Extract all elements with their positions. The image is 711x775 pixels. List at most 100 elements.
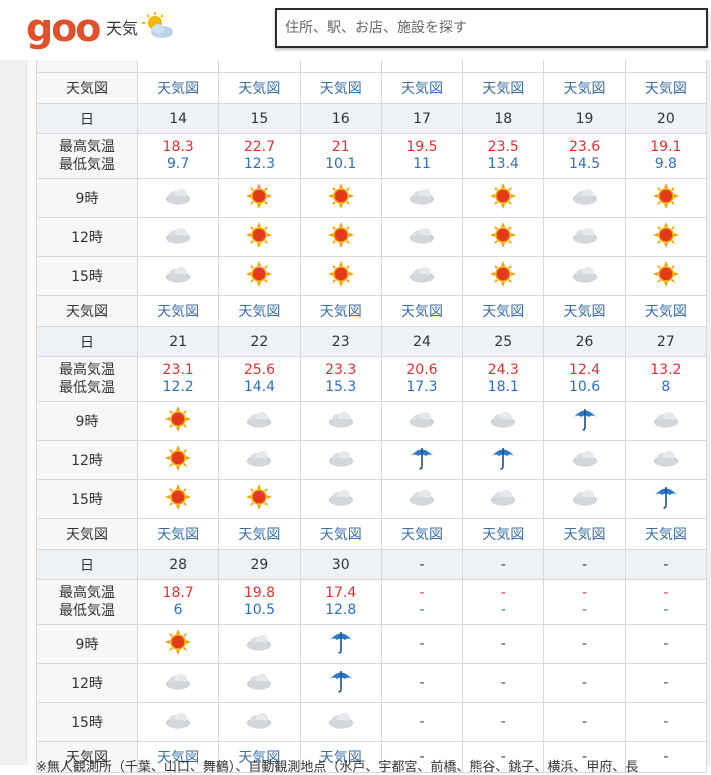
weather-cell [462, 401, 545, 441]
weather-cell [543, 178, 626, 218]
row-label-hour: 12時 [36, 217, 138, 257]
weather-map-link[interactable]: 天気図 [218, 518, 301, 550]
weather-map-link[interactable]: 天気図 [136, 518, 220, 550]
hour-row-12: 12時 [36, 217, 708, 257]
weather-map-link[interactable]: 天気図 [624, 72, 708, 104]
partial-cell [218, 60, 301, 73]
low-temp: 14.5 [568, 156, 601, 172]
day-cell: 21 [136, 326, 220, 357]
weather-cell [218, 256, 301, 296]
day-cell: 29 [218, 549, 301, 580]
row-label-temperature: 最高気温 最低気温 [36, 133, 138, 179]
temperature-cell: 23.6 14.5 [543, 133, 626, 179]
weather-map-link[interactable]: 天気図 [380, 72, 464, 104]
weather-cell: - [624, 624, 708, 664]
weather-map-link[interactable]: 天気図 [624, 518, 708, 550]
hour-row-9: 9時 [36, 401, 708, 441]
day-cell: 20 [624, 103, 708, 134]
empty-value: - [500, 675, 506, 691]
weather-map-link[interactable]: 天気図 [543, 518, 626, 550]
row-label-weather-map: 天気図 [36, 72, 138, 104]
empty-value: - [663, 636, 669, 652]
high-temp: 20.6 [406, 362, 438, 378]
weather-map-link[interactable]: 天気図 [543, 295, 626, 327]
weather-cell [624, 440, 708, 480]
low-temp: 15.3 [325, 379, 357, 395]
weather-cell [218, 479, 301, 519]
weather-cell [624, 401, 708, 441]
weather-map-row: 天気図 天気図 天気図 天気図 天気図 天気図 天気図 天気図 [36, 72, 708, 104]
low-temp: 10.1 [325, 156, 357, 172]
weather-cell [624, 479, 708, 519]
weather-map-link[interactable]: 天気図 [136, 72, 220, 104]
cloud-icon [328, 710, 354, 734]
row-label-hour: 15時 [36, 479, 138, 519]
low-temp: 12.8 [325, 602, 357, 618]
day-cell: 24 [380, 326, 464, 357]
hour-row-12: 12時 [36, 440, 708, 480]
hour-row-12: 12時 - - - - [36, 663, 708, 703]
row-label-hour: 15時 [36, 256, 138, 296]
high-temp: - [582, 585, 588, 601]
temperature-cell: 21 10.1 [299, 133, 382, 179]
search-box[interactable] [275, 8, 708, 48]
weather-map-link[interactable]: 天気図 [462, 72, 545, 104]
sun-icon [652, 222, 679, 252]
weather-map-link[interactable]: 天気図 [462, 518, 545, 550]
weather-map-link[interactable]: 天気図 [624, 295, 708, 327]
empty-value: - [582, 675, 588, 691]
temperature-cell: 22.7 12.3 [218, 133, 301, 179]
weather-cell [380, 479, 464, 519]
cloud-icon [246, 409, 272, 433]
low-temp: 11 [413, 156, 431, 172]
low-temp: 18.1 [487, 379, 519, 395]
section-title[interactable]: 天気 [106, 19, 139, 38]
empty-value: - [419, 675, 425, 691]
cloud-icon [328, 448, 354, 472]
weather-map-row: 天気図 天気図 天気図 天気図 天気図 天気図 天気図 天気図 [36, 518, 708, 550]
temperature-cell: 17.4 12.8 [299, 579, 382, 625]
temperature-cell: 19.8 10.5 [218, 579, 301, 625]
cloud-icon [572, 264, 598, 288]
weather-map-link[interactable]: 天気図 [462, 295, 545, 327]
search-input[interactable] [277, 10, 706, 46]
row-label-hour: 12時 [36, 663, 138, 703]
weather-map-link[interactable]: 天気図 [218, 295, 301, 327]
empty-value: - [500, 636, 506, 652]
weather-map-link[interactable]: 天気図 [218, 72, 301, 104]
footer-note: ※無人観測所（千葉、山口、舞鶴）、自動観測地点（水戸、宇都宮、前橋、熊谷、銚子、… [36, 760, 639, 775]
weather-map-link[interactable]: 天気図 [136, 295, 220, 327]
weather-cell [543, 217, 626, 257]
cloud-icon [165, 671, 191, 695]
label-low: 最低気温 [59, 157, 115, 173]
sun-icon [490, 183, 517, 213]
weather-cell: - [624, 663, 708, 703]
temperature-cell: 19.5 11 [380, 133, 464, 179]
partial-cell [380, 60, 464, 73]
weather-map-link[interactable]: 天気図 [299, 295, 382, 327]
label-high: 最高気温 [59, 362, 115, 378]
low-temp: 9.8 [654, 156, 677, 172]
day-cell: 28 [136, 549, 220, 580]
temperature-row: 最高気温 最低気温 18.7 6 19.8 10.5 17.4 12.8- - - - - - - - [36, 579, 708, 625]
left-margin [26, 60, 37, 765]
row-label-temperature: 最高気温 最低気温 [36, 356, 138, 402]
weather-map-link[interactable]: 天気図 [380, 518, 464, 550]
weather-map-link[interactable]: 天気図 [299, 518, 382, 550]
goo-logo[interactable]: goo [26, 6, 101, 50]
day-row: 日 14 15 16 17 18 19 20 [36, 103, 708, 134]
weather-cell: - [543, 663, 626, 703]
empty-value: - [663, 714, 669, 730]
cloud-icon [328, 409, 354, 433]
low-temp: 6 [173, 602, 183, 618]
weather-map-link[interactable]: 天気図 [380, 295, 464, 327]
weather-map-link[interactable]: 天気図 [299, 72, 382, 104]
cloud-icon [165, 186, 191, 210]
weather-cell [136, 663, 220, 703]
weather-map-link[interactable]: 天気図 [543, 72, 626, 104]
temperature-cell: -- [380, 579, 464, 625]
row-label-hour: 9時 [36, 401, 138, 441]
weather-cell [218, 663, 301, 703]
day-cell: - [380, 549, 464, 580]
weather-cell [136, 440, 220, 480]
